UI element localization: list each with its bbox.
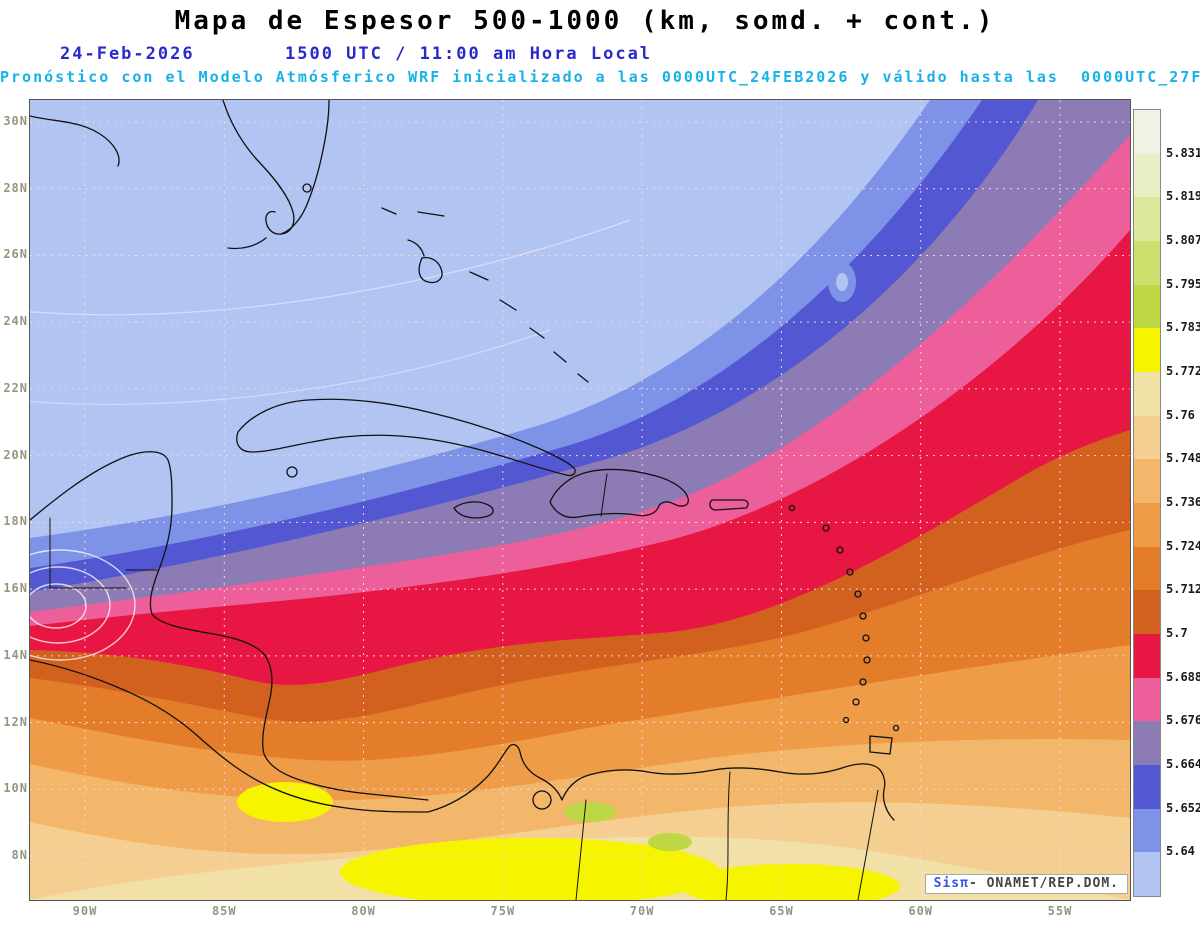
separator-label: -: [968, 876, 987, 891]
lat-label: 8N: [11, 848, 28, 862]
contour-lines: [30, 219, 631, 661]
central-america-caribbean-coast: [30, 451, 429, 801]
coastlines: [30, 100, 900, 900]
puerto-rico: [709, 499, 749, 511]
lat-label: 24N: [3, 314, 28, 329]
lon-label: 75W: [490, 904, 516, 918]
florida-east-coast: [280, 100, 330, 235]
thickness-bands: [30, 100, 1130, 900]
jamaica: [453, 501, 494, 519]
legend-value-label: 5.819: [1166, 189, 1200, 204]
lon-label: 65W: [769, 904, 794, 918]
legend-swatch: [1134, 808, 1160, 853]
haiti-dr-border: [600, 473, 608, 517]
legend-swatch: [1134, 197, 1160, 242]
date-label: 24-Feb-2026: [60, 44, 195, 64]
legend-value-label: 5.76: [1166, 407, 1195, 422]
lat-label: 10N: [3, 781, 28, 796]
lat-label: 30N: [3, 114, 28, 128]
legend-value-label: 5.712: [1166, 582, 1200, 597]
lon-label: 55W: [1047, 904, 1073, 918]
legend-value-label: 5.688: [1166, 669, 1200, 684]
legend-value-label: 5.64: [1166, 844, 1195, 859]
legend-value-label: 5.652: [1166, 800, 1200, 815]
andros-island: [418, 256, 443, 284]
legend-swatch: [1134, 590, 1160, 635]
florida-west-coast: [222, 100, 295, 235]
lon-label: 70W: [629, 904, 655, 918]
florida-keys: [227, 237, 267, 250]
legend-value-label: 5.772: [1166, 364, 1200, 378]
legend-swatch: [1134, 415, 1160, 460]
central-america-pacific-coast: [30, 659, 429, 813]
legend-swatch: [1134, 546, 1160, 591]
legend-value-label: 5.7: [1166, 626, 1188, 640]
lesser-antilles: [788, 504, 900, 755]
legend-value-label: 5.736: [1166, 495, 1200, 509]
legend-colorbar: [1133, 109, 1161, 897]
thickness-map: [30, 100, 1130, 900]
bahamas-islands: [381, 207, 589, 383]
map-canvas: [29, 99, 1131, 901]
time-label: 1500 UTC / 11:00 am Hora Local: [285, 44, 653, 64]
lat-label: 26N: [3, 247, 28, 262]
grid-lines: [30, 100, 1130, 900]
lon-label: 60W: [908, 904, 934, 918]
legend-swatch: [1134, 765, 1160, 809]
legend-swatch: [1134, 459, 1160, 504]
legend-value-label: 5.748: [1166, 451, 1200, 466]
legend-value-label: 5.676: [1166, 713, 1200, 728]
legend-swatch: [1134, 503, 1160, 547]
south-america-borders: [575, 771, 879, 900]
legend-swatch: [1134, 241, 1160, 285]
legend-value-label: 5.664: [1166, 757, 1200, 771]
legend-swatch: [1134, 677, 1160, 722]
forecast-label: Pronóstico con el Modelo Atmósferico WRF…: [0, 68, 1200, 86]
legend-swatch: [1134, 721, 1160, 766]
lake-maracaibo: [532, 790, 552, 810]
legend-swatch: [1134, 153, 1160, 198]
legend-value-label: 5.807: [1166, 233, 1200, 247]
gulf-coast: [30, 115, 120, 167]
south-america-coast: [427, 743, 895, 821]
legend-value-label: 5.831: [1166, 145, 1200, 160]
lat-label: 20N: [3, 447, 28, 462]
cuba: [236, 398, 576, 477]
page-title: Mapa de Espesor 500-1000 (km, somd. + co…: [174, 6, 996, 36]
lat-label: 16N: [3, 581, 28, 596]
lon-label: 80W: [351, 904, 376, 918]
belize-borders: [49, 517, 159, 589]
legend-swatch: [1134, 372, 1160, 416]
legend-swatch: [1134, 328, 1160, 373]
legend-swatch: [1134, 852, 1160, 897]
attribution-box: Sisπ- ONAMET/REP.DOM.: [924, 874, 1128, 894]
lon-label: 85W: [211, 904, 237, 918]
org-label: ONAMET/REP.DOM.: [986, 876, 1119, 891]
legend-swatch: [1134, 110, 1160, 154]
brand-label: Sisπ: [933, 876, 969, 891]
lat-label: 22N: [3, 380, 28, 395]
legend-swatch: [1134, 634, 1160, 678]
lat-label: 14N: [3, 647, 28, 662]
legend-value-label: 5.795: [1166, 276, 1200, 291]
lat-label: 12N: [3, 714, 28, 729]
lon-label: 90W: [72, 904, 98, 918]
lake-okeechobee: [302, 183, 312, 193]
isla-juventud: [286, 466, 298, 478]
legend-value-label: 5.783: [1166, 320, 1200, 335]
trinidad: [869, 735, 893, 755]
hispaniola: [549, 468, 689, 519]
legend-value-label: 5.724: [1166, 538, 1200, 553]
legend-swatch: [1134, 284, 1160, 329]
lat-label: 18N: [3, 514, 28, 529]
lat-label: 28N: [3, 180, 28, 195]
